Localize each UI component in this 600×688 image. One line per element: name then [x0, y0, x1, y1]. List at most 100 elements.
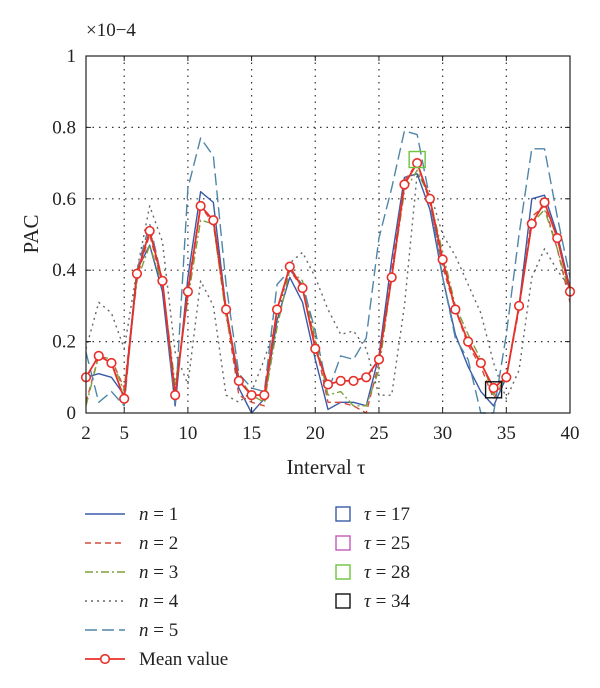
legend-val: 3: [169, 562, 179, 583]
x-axis-label: Interval τ: [287, 455, 366, 479]
legend-eq: =: [371, 591, 391, 612]
mean-marker: [361, 372, 372, 383]
y-tick-label: 0: [67, 403, 77, 424]
legend-var: τ: [364, 533, 372, 554]
series-line-3: [85, 173, 571, 403]
legend-val: 34: [391, 591, 411, 612]
mean-marker: [552, 232, 563, 244]
mean-marker: [233, 375, 244, 386]
mean-marker: [221, 304, 232, 315]
x-tick-label: 5: [119, 423, 129, 444]
mean-marker: [119, 393, 130, 404]
legend-label: τ = 34: [364, 591, 411, 612]
legend-label: n = 4: [139, 591, 179, 612]
series-line-0: [85, 173, 571, 414]
x-tick-label: 35: [497, 423, 516, 444]
legend-var: τ: [364, 562, 372, 583]
mean-marker: [310, 343, 321, 354]
legend-val: 28: [391, 562, 410, 583]
mean-marker: [348, 375, 359, 386]
legend-var: n: [139, 562, 149, 583]
mean-marker: [195, 200, 206, 212]
mean-marker: [373, 354, 385, 365]
legend-box-1: [335, 535, 351, 551]
mean-marker: [424, 193, 435, 204]
legend-val: 25: [391, 533, 410, 554]
legend-label: n = 2: [139, 533, 178, 554]
mean-marker: [246, 390, 257, 401]
legend-val: 2: [169, 533, 179, 554]
legend-val: 1: [169, 504, 179, 525]
x-tick-label: 10: [178, 423, 197, 444]
plot-frame: [85, 55, 571, 414]
mean-marker: [437, 254, 448, 265]
legend-eq: =: [371, 562, 391, 583]
legend-eq: =: [149, 504, 169, 525]
legend-val: 4: [169, 591, 179, 612]
legend-box-2: [335, 564, 351, 580]
x-tick-label: 40: [561, 423, 580, 444]
mean-marker: [157, 275, 168, 287]
y-tick-label: 0.6: [52, 189, 76, 210]
legend-box-0: [335, 506, 351, 522]
y-tick-label: 0.2: [52, 332, 76, 353]
mean-marker: [170, 390, 181, 401]
mean-marker: [144, 225, 155, 237]
highlight-boxes: [408, 150, 503, 399]
series-line-1: [85, 162, 571, 414]
mean-marker: [539, 197, 550, 208]
mean-marker: [450, 304, 461, 315]
legend-var: n: [139, 504, 149, 525]
legend-eq: =: [149, 591, 169, 612]
y-axis-label: PAC: [19, 215, 43, 254]
mean-marker: [322, 379, 334, 390]
legend-val: 5: [169, 620, 179, 641]
legend-marker: [99, 653, 111, 665]
y-tick-label: 0.8: [52, 117, 76, 138]
legend-eq: =: [149, 562, 169, 583]
mean-marker: [386, 272, 397, 283]
mean-marker: [488, 382, 499, 394]
y-tick-label: 0.4: [52, 260, 76, 281]
highlight-box-plot: [408, 150, 426, 169]
mean-marker: [335, 375, 346, 386]
x-tick-label: 25: [369, 423, 388, 444]
mean-marker: [501, 372, 512, 383]
legend-var: n: [139, 533, 149, 554]
mean-marker: [475, 357, 486, 369]
mean-marker: [93, 350, 104, 361]
legend-label: n = 1: [139, 504, 178, 525]
legend-eq: =: [149, 533, 169, 554]
mean-marker: [131, 268, 143, 279]
mean-marker: [182, 286, 193, 297]
mean-markers: [80, 158, 576, 404]
series-line-2: [85, 169, 571, 407]
legend-eq: =: [371, 533, 391, 554]
x-tick-label: 2: [81, 423, 91, 444]
mean-marker: [399, 179, 410, 190]
legend-box-3: [335, 593, 351, 609]
legend-label: τ = 28: [364, 562, 410, 583]
legend-var: τ: [364, 591, 372, 612]
mean-marker: [412, 158, 423, 169]
mean-marker: [463, 336, 474, 347]
legend-var: n: [139, 591, 149, 612]
mean-marker: [526, 218, 537, 229]
grid-lines: [86, 56, 570, 413]
mean-marker: [284, 261, 295, 272]
legend-label: τ = 25: [364, 533, 410, 554]
legend-var: τ: [364, 504, 372, 525]
legend-label: Mean value: [139, 649, 228, 670]
legend-label: n = 3: [139, 562, 178, 583]
legend-label: n = 5: [139, 620, 178, 641]
mean-marker: [259, 390, 270, 401]
mean-marker: [297, 282, 308, 294]
legend-eq: =: [371, 504, 391, 525]
mean-marker: [271, 304, 283, 315]
series-lines: [85, 130, 571, 414]
mean-marker: [513, 300, 525, 312]
x-tick-label: 20: [306, 423, 325, 444]
mean-marker: [106, 357, 117, 369]
